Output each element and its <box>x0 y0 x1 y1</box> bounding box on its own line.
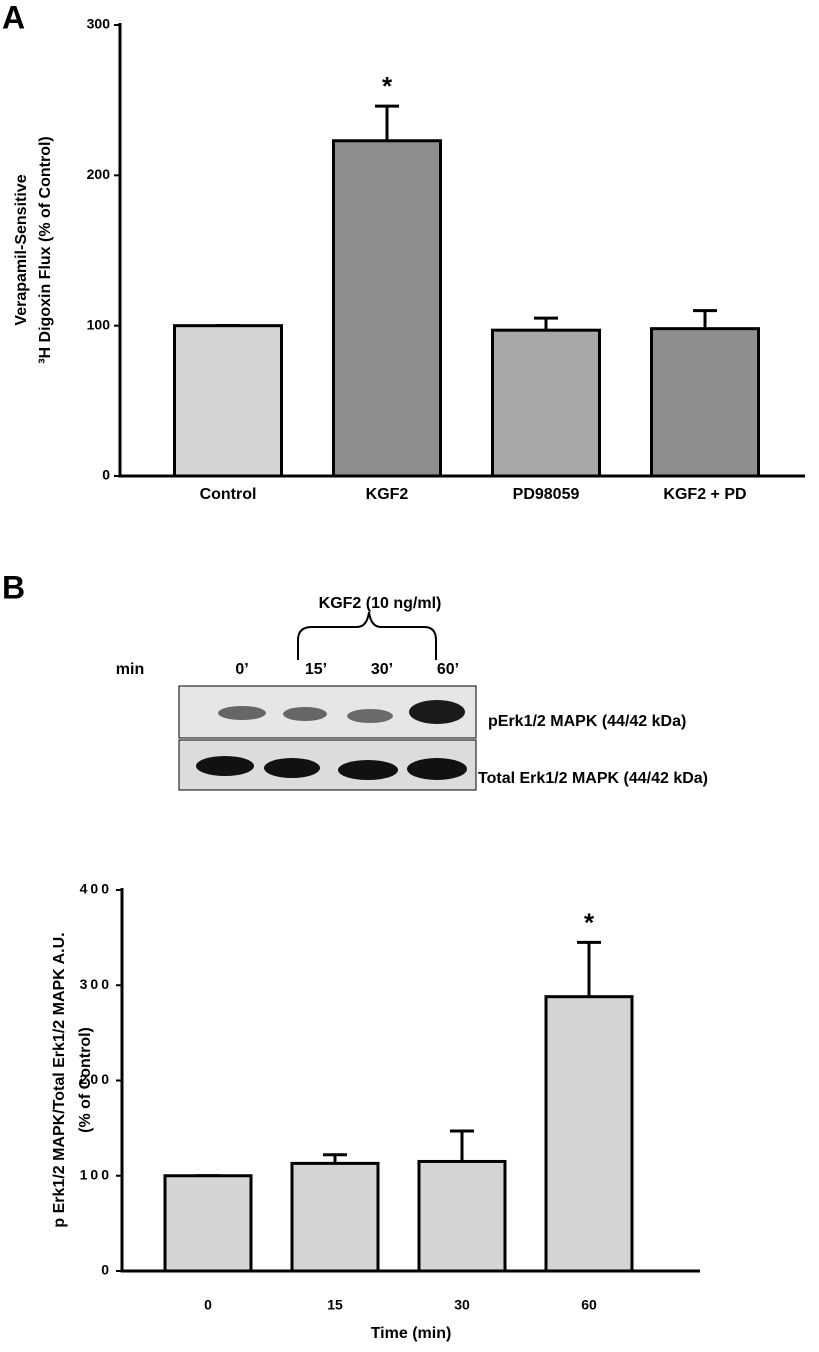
x-tick-label: 30 <box>454 1297 470 1313</box>
bar <box>173 324 283 478</box>
y-tick-label: 0 <box>101 1262 112 1278</box>
bar <box>491 328 601 478</box>
lane-label: 60’ <box>437 661 459 678</box>
bar <box>332 139 442 478</box>
y-tick-label: 0 <box>102 467 110 483</box>
panel-label: B <box>2 569 25 605</box>
bar <box>163 1174 253 1273</box>
band <box>218 706 266 720</box>
y-axis-label: ³H Digoxin Flux (% of Control) <box>37 136 54 364</box>
lane-label: 15’ <box>305 661 327 678</box>
x-tick-label: KGF2 + PD <box>663 486 746 503</box>
y-tick-label: 100 <box>87 316 111 332</box>
x-tick-label: 60 <box>581 1297 597 1313</box>
time-label: min <box>116 661 144 678</box>
lane-label: 0’ <box>235 661 248 678</box>
band <box>409 700 465 724</box>
treatment-label: KGF2 (10 ng/ml) <box>319 595 442 612</box>
brace <box>297 611 437 660</box>
lane-label: 30’ <box>371 661 393 678</box>
y-tick-label: 200 <box>80 1071 112 1087</box>
band-label: pErk1/2 MAPK (44/42 kDa) <box>488 713 686 730</box>
significance-mark: * <box>584 907 595 937</box>
band <box>196 756 254 776</box>
band <box>347 709 393 723</box>
bar <box>417 1159 507 1273</box>
x-tick-label: 0 <box>204 1297 212 1313</box>
bar <box>290 1161 380 1273</box>
y-tick-label: 300 <box>80 976 112 992</box>
blot: KGF2 (10 ng/ml) min 0’ 15’ 30’ 60’ pErk1… <box>116 595 708 791</box>
y-tick-label: 300 <box>87 16 111 32</box>
y-axis-label: Verapamil-Sensitive <box>13 174 30 325</box>
x-tick-label: KGF2 <box>366 486 409 503</box>
x-tick-label: PD98059 <box>513 486 580 503</box>
bar <box>544 995 634 1273</box>
band <box>407 758 467 780</box>
x-tick-label: 15 <box>327 1297 343 1313</box>
x-tick-label: Control <box>200 486 257 503</box>
bar <box>650 327 760 478</box>
y-axis-label: (% of Control) <box>77 1027 94 1133</box>
band <box>338 760 398 780</box>
y-tick-label: 400 <box>80 881 112 897</box>
band-label: Total Erk1/2 MAPK (44/42 kDa) <box>478 770 708 787</box>
significance-mark: * <box>382 71 393 101</box>
y-axis-label: p Erk1/2 MAPK/Total Erk1/2 MAPK A.U. <box>51 932 68 1227</box>
x-axis-label: Time (min) <box>371 1325 452 1342</box>
band <box>264 758 320 778</box>
y-tick-label: 100 <box>80 1166 112 1182</box>
band <box>283 707 327 721</box>
y-tick-label: 200 <box>87 166 111 182</box>
panel-label: A <box>2 0 25 35</box>
